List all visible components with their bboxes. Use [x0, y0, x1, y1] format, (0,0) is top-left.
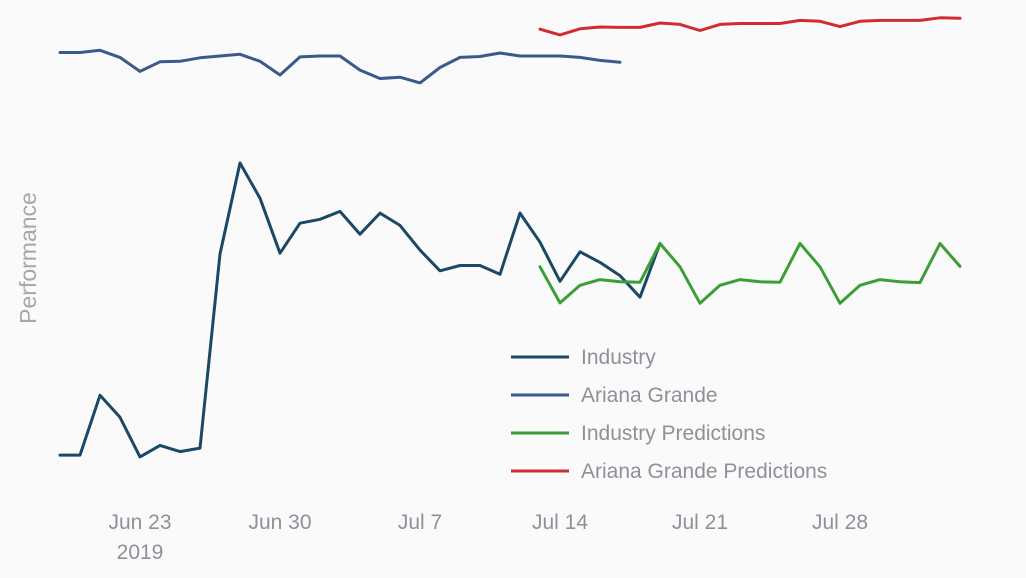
x-tick-sublabel: 2019	[117, 541, 164, 564]
series-lines	[58, 16, 962, 459]
y-axis-label: Performance	[15, 192, 41, 324]
x-tick-label: Jun 30	[248, 511, 311, 534]
series-line-ariana-grande	[58, 48, 622, 85]
x-tick-label: Jun 23	[108, 511, 171, 534]
x-tick-label: Jul 14	[532, 511, 588, 534]
legend-label: Industry Predictions	[581, 422, 765, 445]
legend-item-ariana-grande-predictions: Ariana Grande Predictions	[511, 460, 827, 483]
x-tick-label: Jul 28	[812, 511, 868, 534]
legend-item-industry: Industry	[511, 346, 656, 369]
series-line-ariana-grande-predictions	[538, 16, 962, 37]
legend-label: Ariana Grande Predictions	[581, 460, 827, 483]
legend: Industry Ariana Grande Industry Prediction…	[511, 346, 827, 483]
series-line-industry-predictions	[538, 242, 962, 305]
legend-label: Industry	[581, 346, 656, 369]
legend-item-ariana-grande: Ariana Grande	[511, 384, 718, 407]
legend-label: Ariana Grande	[581, 384, 718, 407]
legend-item-industry-predictions: Industry Predictions	[511, 422, 765, 445]
x-tick-label: Jul 7	[398, 511, 442, 534]
series-line-industry	[58, 161, 662, 459]
x-tick-label: Jul 21	[672, 511, 728, 534]
x-axis: Jun 23 2019 Jun 30 Jul 7 Jul 14 Jul 21 Jul 28	[108, 511, 868, 564]
